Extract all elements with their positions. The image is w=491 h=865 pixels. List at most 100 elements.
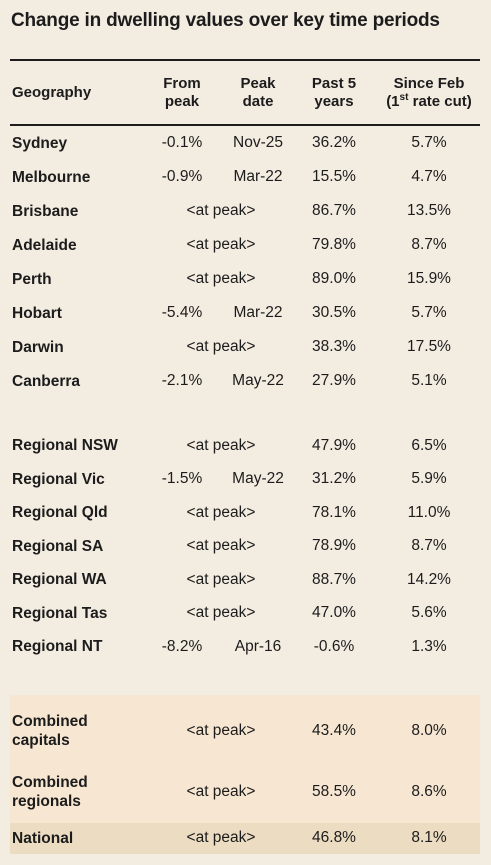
geography-name: Perth: [12, 270, 52, 288]
since-feb-value: 5.7%: [411, 304, 447, 321]
at-peak-label: <at peak>: [186, 604, 256, 622]
table-row: Perth <at peak> 89.0% 15.9%: [10, 262, 480, 296]
geography-name: Regional Vic: [12, 470, 105, 488]
since-feb-value: 5.1%: [411, 372, 447, 389]
geography-name: Hobart: [12, 304, 62, 322]
past-5-years-value: 78.9%: [312, 537, 356, 555]
table-top-rule: [10, 59, 480, 61]
table-row: Adelaide <at peak> 79.8% 8.7%: [10, 228, 480, 262]
from-peak-value: -5.4%: [161, 304, 203, 321]
from-peak-value: -0.9%: [161, 168, 203, 185]
geography-name: Regional WA: [12, 571, 107, 589]
since-feb-value: 5.6%: [411, 604, 447, 622]
table-row: Regional SA <at peak> 78.9% 8.7%: [10, 530, 480, 564]
past-5-years-value: 78.1%: [312, 503, 356, 521]
at-peak-label: <at peak>: [186, 270, 256, 287]
past-5-years-value: 38.3%: [312, 338, 356, 355]
geography-name: Regional NSW: [12, 437, 118, 455]
geography-name: Regional NT: [12, 638, 103, 656]
table-row: Hobart -5.4% Mar-22 30.5% 5.7%: [10, 296, 480, 330]
at-peak-label: <at peak>: [186, 503, 256, 521]
since-feb-value: 8.7%: [411, 236, 447, 253]
at-peak-label: <at peak>: [186, 829, 256, 846]
header-geography: Geography: [12, 83, 92, 101]
table-row: Regional WA <at peak> 88.7% 14.2%: [10, 563, 480, 597]
table-row: Regional Qld <at peak> 78.1% 11.0%: [10, 496, 480, 530]
table-row: Brisbane <at peak> 86.7% 13.5%: [10, 194, 480, 228]
header-peak-date: Peak date: [240, 74, 276, 110]
combined-section: Combined capitals <at peak> 43.4% 8.0% Combin…: [10, 694, 480, 823]
past-5-years-value: 31.2%: [312, 470, 356, 488]
peak-date-value: Mar-22: [233, 304, 283, 321]
past-5-years-value: 27.9%: [312, 372, 356, 389]
past-5-years-value: -0.6%: [313, 637, 355, 655]
peak-date-value: May-22: [232, 470, 284, 488]
at-peak-label: <at peak>: [186, 570, 256, 588]
past-5-years-value: 43.4%: [312, 722, 356, 739]
past-5-years-value: 58.5%: [312, 783, 356, 800]
table-row: Regional NT -8.2% Apr-16 -0.6% 1.3%: [10, 630, 480, 664]
past-5-years-value: 15.5%: [312, 168, 356, 185]
page-title: Change in dwelling values over key time …: [11, 10, 440, 31]
since-feb-value: 8.1%: [411, 829, 447, 846]
header-from-peak: From peak: [163, 74, 201, 110]
from-peak-value: -2.1%: [161, 372, 203, 389]
national-row-wrapper: National <at peak> 46.8% 8.1%: [10, 822, 480, 854]
table-row: Regional Vic -1.5% May-22 31.2% 5.9%: [10, 463, 480, 497]
since-feb-value: 8.0%: [411, 722, 447, 739]
geography-name: Brisbane: [12, 202, 79, 220]
past-5-years-value: 46.8%: [312, 829, 356, 846]
since-feb-value: 4.7%: [411, 168, 447, 185]
since-feb-value: 15.9%: [407, 270, 451, 287]
since-feb-value: 8.6%: [411, 783, 447, 800]
past-5-years-value: 88.7%: [312, 570, 356, 588]
at-peak-label: <at peak>: [186, 537, 256, 555]
header-past-5-years: Past 5 years: [311, 74, 357, 110]
table-row: Regional NSW <at peak> 47.9% 6.5%: [10, 429, 480, 463]
past-5-years-value: 86.7%: [312, 202, 356, 219]
table-row: Combined capitals <at peak> 43.4% 8.0%: [10, 701, 480, 762]
at-peak-label: <at peak>: [186, 436, 256, 454]
header-since-feb: Since Feb (1st rate cut): [386, 74, 472, 110]
since-feb-value: 11.0%: [407, 503, 451, 521]
geography-name: Combined capitals: [12, 713, 88, 749]
at-peak-label: <at peak>: [186, 783, 256, 800]
at-peak-label: <at peak>: [186, 338, 256, 355]
past-5-years-value: 47.9%: [312, 436, 356, 454]
since-feb-value: 1.3%: [411, 637, 447, 655]
geography-name: National: [12, 829, 74, 847]
past-5-years-value: 79.8%: [312, 236, 356, 253]
geography-name: Combined regionals: [12, 774, 88, 810]
peak-date-value: Apr-16: [234, 637, 282, 655]
capitals-section: Sydney -0.1% Nov-25 36.2% 5.7% Melbourne -0.9%…: [10, 126, 480, 398]
since-feb-value: 6.5%: [411, 436, 447, 454]
since-feb-value: 5.7%: [411, 134, 447, 151]
from-peak-value: -1.5%: [161, 470, 203, 488]
past-5-years-value: 47.0%: [312, 604, 356, 622]
table-row: Regional Tas <at peak> 47.0% 5.6%: [10, 597, 480, 631]
table-header: Geography From peak Peak date Past 5 years …: [10, 61, 480, 126]
from-peak-value: -0.1%: [161, 134, 203, 151]
since-feb-value: 14.2%: [407, 570, 451, 588]
geography-name: Canberra: [12, 372, 81, 390]
since-feb-value: 17.5%: [407, 338, 451, 355]
peak-date-value: May-22: [232, 372, 284, 389]
peak-date-value: Nov-25: [233, 134, 283, 151]
geography-name: Adelaide: [12, 236, 77, 254]
table-row: Darwin <at peak> 38.3% 17.5%: [10, 330, 480, 364]
geography-name: Regional Qld: [12, 504, 108, 522]
since-feb-value: 13.5%: [407, 202, 451, 219]
peak-date-value: Mar-22: [233, 168, 283, 185]
table-row: Canberra -2.1% May-22 27.9% 5.1%: [10, 364, 480, 398]
past-5-years-value: 36.2%: [312, 134, 356, 151]
at-peak-label: <at peak>: [186, 202, 256, 219]
geography-name: Darwin: [12, 338, 64, 356]
geography-name: Regional Tas: [12, 604, 108, 622]
past-5-years-value: 89.0%: [312, 270, 356, 287]
at-peak-label: <at peak>: [186, 722, 256, 739]
geography-name: Melbourne: [12, 168, 91, 186]
table-row: Melbourne -0.9% Mar-22 15.5% 4.7%: [10, 160, 480, 194]
since-feb-value: 5.9%: [411, 470, 447, 488]
geography-name: Sydney: [12, 134, 68, 152]
regionals-section: Regional NSW <at peak> 47.9% 6.5% Regional V…: [10, 429, 480, 664]
